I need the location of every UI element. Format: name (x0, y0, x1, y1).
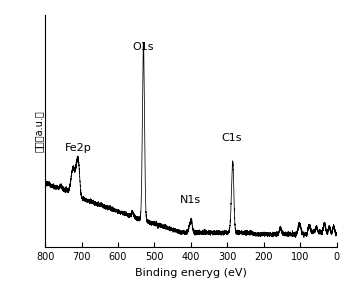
X-axis label: Binding eneryg (eV): Binding eneryg (eV) (135, 268, 247, 278)
Y-axis label: 强度（a.u.）: 强度（a.u.） (34, 110, 44, 152)
Text: Fe2p: Fe2p (65, 143, 91, 153)
Text: N1s: N1s (180, 195, 201, 205)
Text: C1s: C1s (222, 133, 242, 143)
Text: O1s: O1s (132, 42, 154, 52)
